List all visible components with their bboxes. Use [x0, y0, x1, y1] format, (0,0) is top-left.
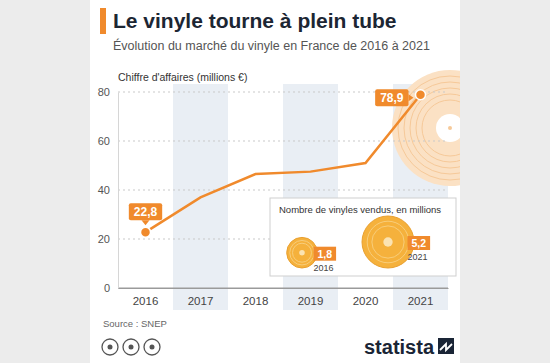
grid-line: [118, 141, 448, 142]
y-tick-label: 40: [98, 184, 110, 196]
license-icon: [144, 339, 160, 355]
record-groove: [422, 100, 460, 156]
bubble-center: [383, 237, 392, 246]
license-icon: [102, 339, 118, 355]
x-tick-label: 2018: [243, 295, 269, 307]
card: [90, 0, 460, 363]
data-label: 22,8: [134, 205, 158, 219]
x-tick-label: 2021: [408, 295, 434, 307]
y-tick: 20: [98, 233, 118, 245]
bubble-groove: [290, 240, 314, 264]
data-label-box: [375, 89, 408, 106]
bubble: [362, 216, 414, 268]
bubble-label-box: [313, 247, 336, 261]
brand-icon-mark: [440, 344, 452, 350]
x-tick: 2016: [133, 288, 159, 307]
y-tick: 0: [104, 282, 118, 294]
record: [392, 70, 460, 186]
license-icon-dot: [129, 345, 134, 350]
y-tick: 40: [98, 184, 118, 196]
bubble-groove: [293, 243, 312, 262]
license-icon: [123, 339, 139, 355]
record-groove: [416, 94, 460, 162]
title-accent: [100, 8, 106, 34]
subtitle: Évolution du marché du vinyle en France …: [113, 38, 430, 53]
license-icon-dot: [150, 345, 155, 350]
record-hole: [448, 126, 452, 130]
license-icon-dot: [108, 345, 113, 350]
bubble-groove: [367, 221, 409, 263]
x-tick: 2018: [243, 288, 269, 307]
record-groove: [404, 82, 460, 174]
data-label: 78,9: [380, 91, 404, 105]
point: [141, 227, 151, 237]
bubble-group: 1,8 2016: [287, 237, 336, 272]
data-label-box: [129, 203, 162, 220]
x-tick-label: 2017: [188, 295, 214, 307]
y-axis-title: Chiffre d'affaires (millions €): [118, 71, 247, 83]
data-label-group: 78,9: [375, 89, 413, 106]
y-tick-label: 60: [98, 135, 110, 147]
chart-root: Le vinyle tourne à plein tube Évolution d…: [0, 0, 550, 363]
record-label: [436, 114, 460, 142]
y-axis-line: [118, 93, 119, 289]
bubble-groove: [372, 226, 404, 258]
x-tick: 2017: [188, 288, 214, 307]
y-tick: 60: [98, 135, 118, 147]
data-label-group: 22,8: [129, 203, 162, 225]
y-axis: 0 20 40 60 80: [98, 86, 119, 294]
grid-line: [118, 190, 448, 191]
inset-title: Nombre de vinyles vendus, en millions: [279, 204, 441, 215]
x-tick-label: 2016: [133, 295, 159, 307]
record-decoration: [392, 70, 460, 186]
x-tick: 2021: [408, 288, 434, 307]
inset-box: [270, 198, 456, 276]
brand-icon: [438, 338, 454, 354]
bubble-center: [299, 250, 305, 256]
x-axis: 2016 2017 2018 2019 2020 2021: [119, 288, 449, 307]
source: Source : SNEP: [103, 318, 167, 329]
inset: Nombre de vinyles vendus, en millions 1,8…: [270, 198, 456, 276]
license-icons: [102, 339, 160, 355]
bubble-label: 5,2: [412, 237, 427, 249]
y-tick-label: 0: [104, 282, 110, 294]
y-tick-label: 20: [98, 233, 110, 245]
bubble-category: 2021: [408, 252, 428, 262]
data-label-pointer: [409, 94, 414, 101]
x-axis-line: [119, 288, 449, 289]
data-label-pointer: [142, 220, 150, 225]
background: [0, 0, 550, 363]
point: [416, 90, 426, 100]
y-tick: 80: [98, 86, 118, 98]
x-tick: 2019: [298, 288, 324, 307]
x-tick: 2020: [353, 288, 379, 307]
bubble-label-box: [408, 236, 431, 250]
chart-svg: Le vinyle tourne à plein tube Évolution d…: [0, 0, 550, 363]
title: Le vinyle tourne à plein tube: [113, 9, 397, 32]
bubble-label: 1,8: [317, 248, 332, 260]
x-tick-label: 2020: [353, 295, 379, 307]
bubble-category: 2016: [313, 263, 333, 273]
x-tick-label: 2019: [298, 295, 324, 307]
brand: statista: [364, 336, 435, 358]
y-tick-label: 80: [98, 86, 110, 98]
grid-line: [118, 288, 448, 289]
bubble-group: 5,2 2021: [362, 216, 430, 268]
